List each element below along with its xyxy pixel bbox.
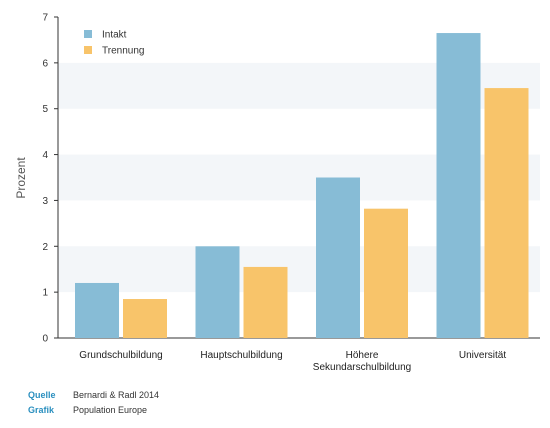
y-tick-label: 5: [42, 104, 48, 115]
bars: [75, 33, 529, 339]
bar-intakt-3: [316, 177, 360, 338]
x-axis: Grundschulbildung Hauptschulbildung Höhere…: [79, 350, 506, 373]
bar-trennung-4: [484, 88, 529, 338]
graphic-label: Grafik: [28, 405, 55, 415]
y-axis-label: Prozent: [14, 157, 28, 199]
bar-trennung-1: [123, 299, 167, 338]
y-tick-label: 0: [42, 334, 48, 345]
source-value: Bernardi & Radl 2014: [73, 390, 160, 400]
category-label: Grundschulbildung: [79, 350, 162, 361]
source-row: Quelle Bernardi & Radl 2014: [28, 388, 159, 403]
legend-swatch-trennung: [84, 46, 92, 54]
bar-chart: 0 1 2 3 4 5 6 7 Grundschulbildung Hauptschulbild…: [14, 13, 540, 373]
bar-intakt-4: [436, 33, 481, 339]
category-label: Hauptschulbildung: [200, 350, 282, 361]
legend: Intakt Trennung: [84, 30, 144, 57]
y-tick-label: 7: [42, 13, 48, 24]
y-tick-label: 2: [42, 242, 48, 253]
bar-trennung-2: [243, 266, 288, 338]
legend-swatch-intakt: [84, 30, 92, 38]
graphic-value: Population Europe: [73, 405, 148, 415]
bar-intakt-2: [195, 246, 240, 338]
y-tick-label: 1: [42, 288, 48, 299]
legend-label-intakt: Intakt: [102, 30, 127, 41]
source-label: Quelle: [28, 390, 56, 400]
category-label: Universität: [459, 350, 506, 361]
y-tick-label: 6: [42, 58, 48, 69]
bar-intakt-1: [75, 282, 119, 338]
y-tick-label: 3: [42, 196, 48, 207]
y-tick-label: 4: [42, 150, 48, 161]
bar-trennung-3: [364, 208, 408, 338]
credits: Quelle Bernardi & Radl 2014 Grafik Popul…: [28, 388, 159, 418]
graphic-row: Grafik Population Europe: [28, 403, 159, 418]
legend-label-trennung: Trennung: [102, 46, 144, 57]
category-label: Höhere Sekundarschulbildung: [313, 350, 411, 373]
